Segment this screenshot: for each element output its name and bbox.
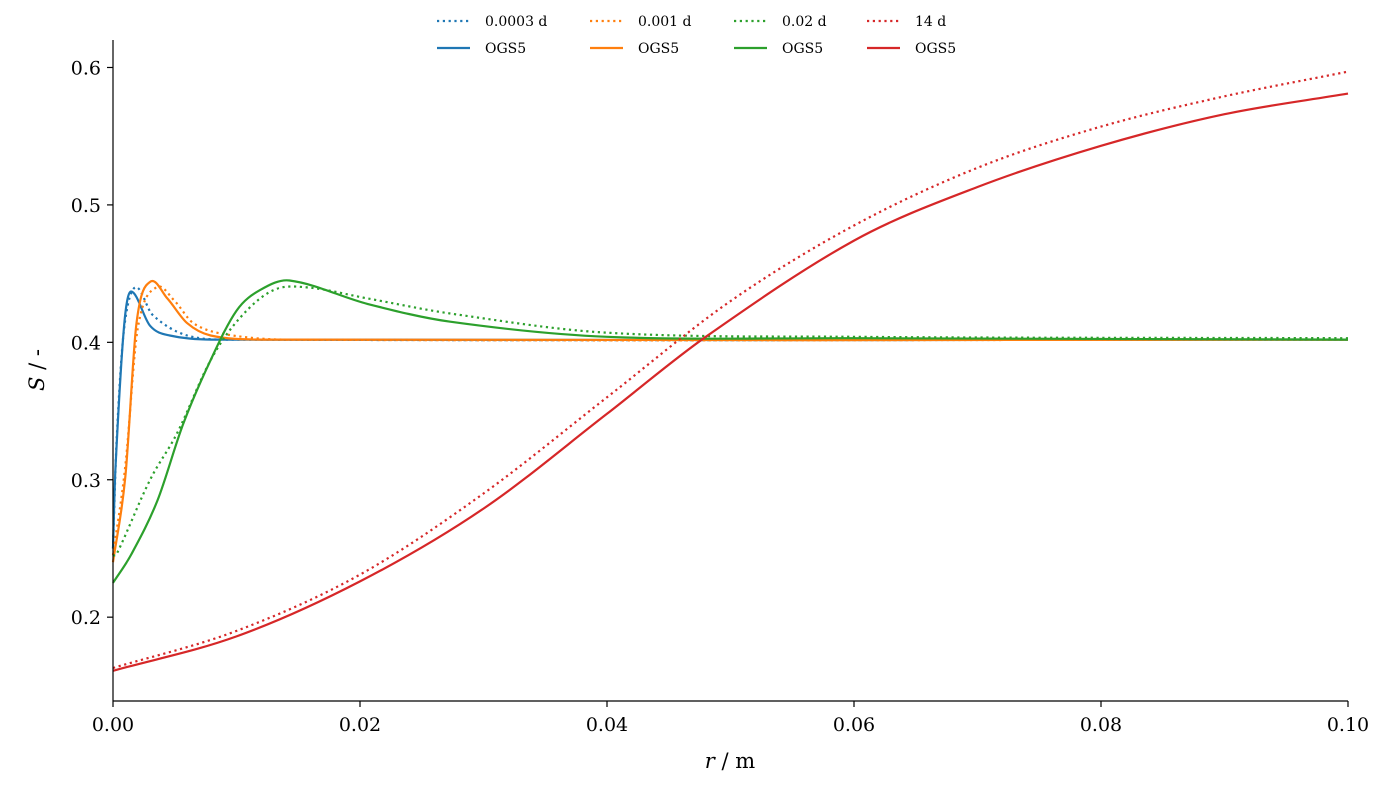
- legend: 0.0003 d OGS5 0.001 d OGS5 0.02 d OGS5 14 d OGS…: [437, 14, 956, 57]
- legend-label: 14 d: [915, 14, 946, 30]
- series-line-2: [111, 285, 1349, 556]
- legend-label: 0.001 d: [638, 14, 692, 30]
- y-tick-label: 0.2: [71, 607, 101, 629]
- x-axis-label-unit: / m: [715, 749, 755, 773]
- series-line-3: [111, 279, 1349, 563]
- legend-label: 0.0003 d: [485, 14, 547, 30]
- y-axis-label-var: S: [25, 377, 49, 391]
- legend-label: 0.02 d: [782, 14, 827, 30]
- x-tick-label: 0.04: [586, 714, 628, 736]
- y-axis-label-unit: / -: [25, 349, 49, 377]
- series-line-6: [112, 70, 1349, 670]
- x-axis-label-var: r: [705, 749, 717, 773]
- x-tick-label: 0.00: [92, 714, 134, 736]
- legend-label: OGS5: [915, 41, 956, 57]
- y-tick-label: 0.6: [71, 57, 101, 79]
- y-ticks: 0.2 0.3 0.4 0.5 0.6: [71, 57, 113, 629]
- x-ticks: 0.00 0.02 0.04 0.06 0.08 0.10: [92, 701, 1369, 736]
- y-axis-label: S / -: [25, 349, 49, 391]
- x-tick-label: 0.10: [1327, 714, 1369, 736]
- y-tick-label: 0.3: [71, 470, 101, 492]
- x-tick-label: 0.06: [833, 714, 875, 736]
- x-tick-label: 0.08: [1080, 714, 1122, 736]
- series-lines: [111, 70, 1349, 672]
- series-line-7: [112, 92, 1349, 672]
- series-line-1: [111, 290, 1349, 549]
- series-line-4: [112, 285, 1349, 557]
- y-tick-label: 0.5: [71, 195, 101, 217]
- legend-label: OGS5: [485, 41, 526, 57]
- y-tick-label: 0.4: [71, 332, 101, 354]
- x-axis-label: r / m: [705, 749, 755, 773]
- legend-label: OGS5: [638, 41, 679, 57]
- series-line-0: [111, 286, 1349, 549]
- legend-label: OGS5: [782, 41, 823, 57]
- x-tick-label: 0.02: [339, 714, 381, 736]
- series-line-5: [112, 279, 1349, 584]
